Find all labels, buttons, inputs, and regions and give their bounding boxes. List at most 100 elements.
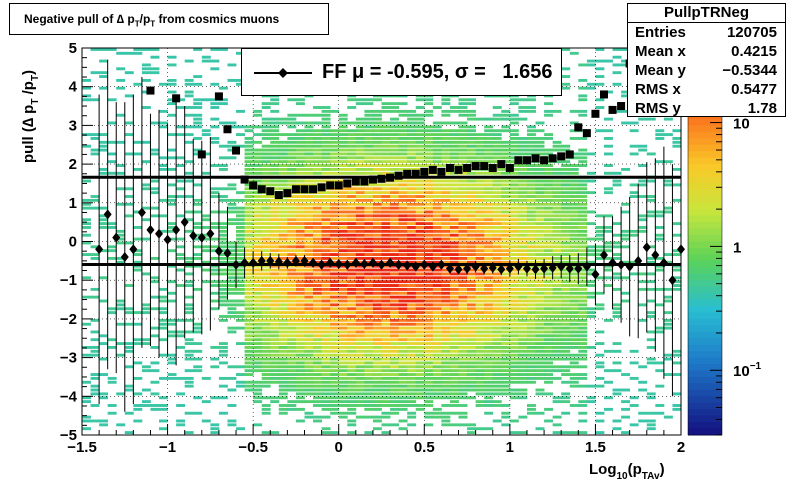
heatmap-cell [313, 253, 322, 257]
heatmap-cell [501, 330, 511, 334]
heatmap-cell [253, 229, 263, 233]
heatmap-cell [107, 345, 117, 349]
heatmap-cell [526, 210, 536, 214]
heatmap-cell [347, 167, 357, 171]
heatmap-cell [449, 148, 459, 152]
heatmap-cell [578, 191, 588, 195]
heatmap-cell [492, 218, 502, 222]
profile-rms-point [445, 163, 454, 172]
heatmap-cell [441, 307, 451, 311]
heatmap-cell [415, 373, 425, 376]
heatmap-cell [116, 78, 126, 82]
heatmap-cell [261, 253, 271, 257]
heatmap-cell [612, 272, 622, 276]
profile-mean-point [155, 228, 164, 239]
heatmap-cell [313, 183, 322, 187]
heatmap-cell [518, 334, 528, 338]
heatmap-cell [432, 226, 442, 229]
heatmap-cell [287, 222, 297, 226]
heatmap-cell [424, 392, 434, 396]
heatmap-cell [509, 98, 519, 102]
heatmap-cell [321, 299, 331, 303]
heatmap-cell [441, 264, 451, 268]
heatmap-cell [449, 345, 459, 349]
heatmap-cell [501, 206, 511, 210]
heatmap-cell [544, 311, 554, 315]
heatmap-cell [407, 376, 417, 380]
heatmap-cell [561, 431, 571, 435]
heatmap-cell [278, 407, 288, 411]
heatmap-cell [355, 388, 365, 392]
heatmap-cell [569, 380, 579, 384]
heatmap-cell [364, 156, 374, 160]
heatmap-cell [501, 191, 511, 195]
heatmap-cell [364, 315, 374, 318]
heatmap-cell [193, 365, 203, 369]
heatmap-cell [629, 233, 639, 237]
heatmap-cell [244, 137, 254, 140]
heatmap-cell [347, 210, 357, 214]
heatmap-cell [569, 198, 579, 202]
color-scale-band [688, 338, 722, 346]
heatmap-cell [552, 148, 562, 152]
heatmap-cell [398, 326, 408, 330]
heatmap-cell [398, 214, 408, 218]
heatmap-cell [629, 376, 639, 380]
heatmap-cell [407, 365, 417, 369]
heatmap-cell [124, 94, 134, 98]
heatmap-cell [295, 164, 305, 167]
heatmap-cell [612, 241, 622, 245]
profile-mean-point [420, 259, 429, 270]
heatmap-cell [458, 183, 468, 187]
heatmap-cell [364, 125, 374, 129]
heatmap-cell [82, 222, 91, 226]
heatmap-cell [390, 276, 400, 280]
y-tick-label: 3 [69, 117, 77, 134]
heatmap-cell [355, 264, 365, 268]
heatmap-cell [347, 330, 357, 334]
heatmap-cell [338, 214, 348, 218]
heatmap-cell [415, 206, 425, 210]
heatmap-cell [458, 276, 468, 280]
heatmap-cell [355, 183, 365, 187]
heatmap-cell [253, 222, 263, 226]
heatmap-cell [278, 156, 288, 160]
heatmap-cell [124, 345, 134, 349]
heatmap-cell [253, 353, 263, 357]
heatmap-cell [663, 318, 673, 322]
heatmap-cell [364, 388, 374, 392]
heatmap-cell [544, 380, 554, 384]
heatmap-cell [90, 71, 100, 75]
heatmap-cell [330, 206, 340, 210]
heatmap-cell [313, 237, 322, 241]
heatmap-cell [381, 373, 391, 376]
heatmap-cell [287, 384, 297, 388]
heatmap-cell [432, 365, 442, 369]
heatmap-cell [407, 198, 417, 202]
heatmap-cell [304, 315, 314, 318]
heatmap-cell [347, 345, 357, 349]
heatmap-cell [364, 407, 374, 411]
heatmap-cell [338, 326, 348, 330]
heatmap-cell [364, 322, 374, 326]
heatmap-cell [390, 357, 400, 361]
heatmap-cell [390, 226, 400, 229]
heatmap-cell [372, 291, 382, 295]
heatmap-cell [407, 148, 417, 152]
heatmap-cell [287, 195, 297, 198]
heatmap-cell [646, 210, 656, 214]
heatmap-cell [381, 268, 391, 272]
heatmap-cell [621, 299, 631, 303]
heatmap-cell [595, 307, 605, 311]
heatmap-cell [424, 164, 434, 167]
profile-mean-point [343, 259, 352, 270]
heatmap-cell [338, 229, 348, 233]
heatmap-cell [535, 295, 545, 299]
heatmap-cell [253, 245, 263, 249]
heatmap-cell [287, 125, 297, 129]
heatmap-cell [193, 349, 203, 353]
heatmap-cell [390, 187, 400, 191]
heatmap-cell [236, 384, 245, 388]
heatmap-cell [107, 338, 117, 342]
heatmap-cell [124, 121, 134, 125]
